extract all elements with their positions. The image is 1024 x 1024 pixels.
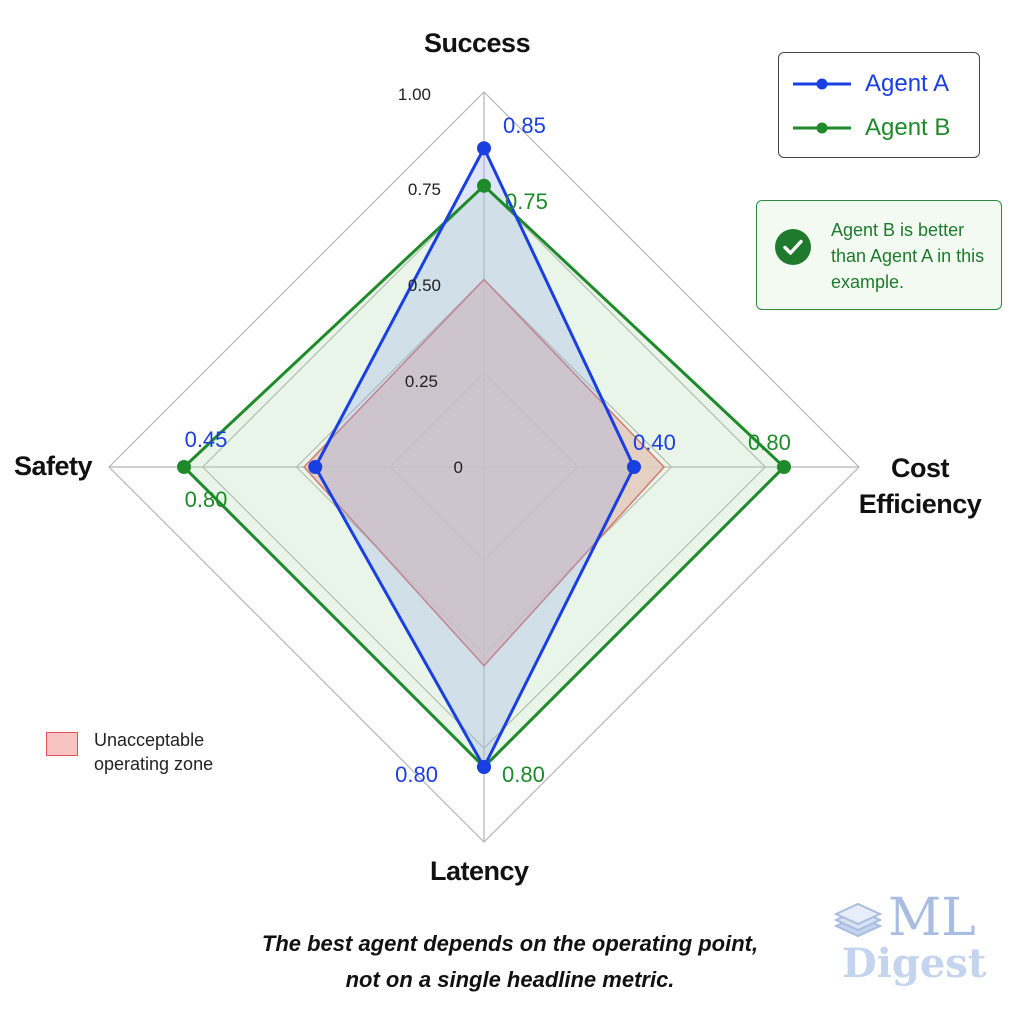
value-label-agent-a-success: 0.85 bbox=[503, 113, 546, 138]
tick-label-3: 0.75 bbox=[408, 180, 441, 199]
legend-item-agent-b: Agent B bbox=[793, 113, 973, 143]
value-label-agent-a-latency: 0.80 bbox=[395, 762, 438, 787]
tick-label-2: 0.50 bbox=[408, 276, 441, 295]
legend-swatch-agent-a bbox=[793, 78, 851, 90]
logo-text-digest: Digest bbox=[842, 940, 987, 987]
legend-item-agent-a: Agent A bbox=[793, 69, 973, 99]
tick-label-4: 1.00 bbox=[398, 85, 431, 104]
point-agent-a-success bbox=[477, 141, 491, 156]
series-fill-agent-a bbox=[315, 148, 634, 767]
conclusion-note: Agent B is better than Agent A in this e… bbox=[756, 200, 1002, 310]
value-label-agent-b-latency: 0.80 bbox=[502, 762, 545, 787]
legend: Agent A Agent B bbox=[778, 52, 980, 158]
caption-line-2: not on a single headline metric. bbox=[345, 967, 675, 992]
value-label-agent-b-cost-efficiency: 0.80 bbox=[748, 430, 791, 455]
tick-label-1: 0.25 bbox=[405, 372, 438, 391]
zone-legend-swatch bbox=[46, 732, 78, 756]
point-agent-b-success bbox=[477, 178, 491, 193]
axis-label-safety: Safety bbox=[14, 451, 93, 481]
point-agent-a-latency bbox=[477, 760, 491, 774]
ml-digest-logo: ML Digest bbox=[832, 888, 1002, 998]
zone-legend: Unacceptable operating zone bbox=[46, 728, 266, 784]
book-icon bbox=[833, 902, 883, 938]
point-agent-a-cost-efficiency bbox=[627, 460, 641, 474]
tick-labels: 0 0.25 0.50 0.75 1.00 bbox=[398, 85, 463, 477]
check-icon bbox=[775, 229, 811, 265]
logo-text-ml: ML bbox=[888, 888, 976, 948]
axis-label-cost-efficiency: Cost Efficiency bbox=[858, 453, 982, 519]
point-agent-b-cost-efficiency bbox=[777, 460, 791, 474]
legend-label-agent-a: Agent A bbox=[865, 70, 950, 97]
conclusion-text: Agent B is better than Agent A in this e… bbox=[831, 220, 985, 292]
value-label-agent-b-safety: 0.80 bbox=[185, 487, 228, 512]
legend-label-agent-b: Agent B bbox=[865, 114, 951, 141]
caption-line-1: The best agent depends on the operating … bbox=[261, 931, 759, 956]
value-labels: 0.85 0.40 0.80 0.45 0.75 0.80 0.80 0.80 bbox=[185, 113, 791, 787]
axis-label-latency: Latency bbox=[430, 856, 529, 886]
series-fill-agent-b bbox=[184, 185, 784, 767]
value-label-agent-a-cost-efficiency: 0.40 bbox=[633, 430, 676, 455]
tick-label-0: 0 bbox=[454, 458, 463, 477]
axis-label-success: Success bbox=[424, 28, 531, 58]
zone-legend-label: Unacceptable operating zone bbox=[94, 730, 214, 774]
value-label-agent-a-safety: 0.45 bbox=[185, 427, 228, 452]
legend-swatch-agent-b bbox=[793, 122, 851, 134]
series-layer bbox=[177, 141, 791, 774]
value-label-agent-b-success: 0.75 bbox=[505, 189, 548, 214]
point-agent-b-safety bbox=[177, 460, 191, 474]
caption: The best agent depends on the operating … bbox=[180, 926, 840, 998]
point-agent-a-safety bbox=[308, 460, 323, 474]
